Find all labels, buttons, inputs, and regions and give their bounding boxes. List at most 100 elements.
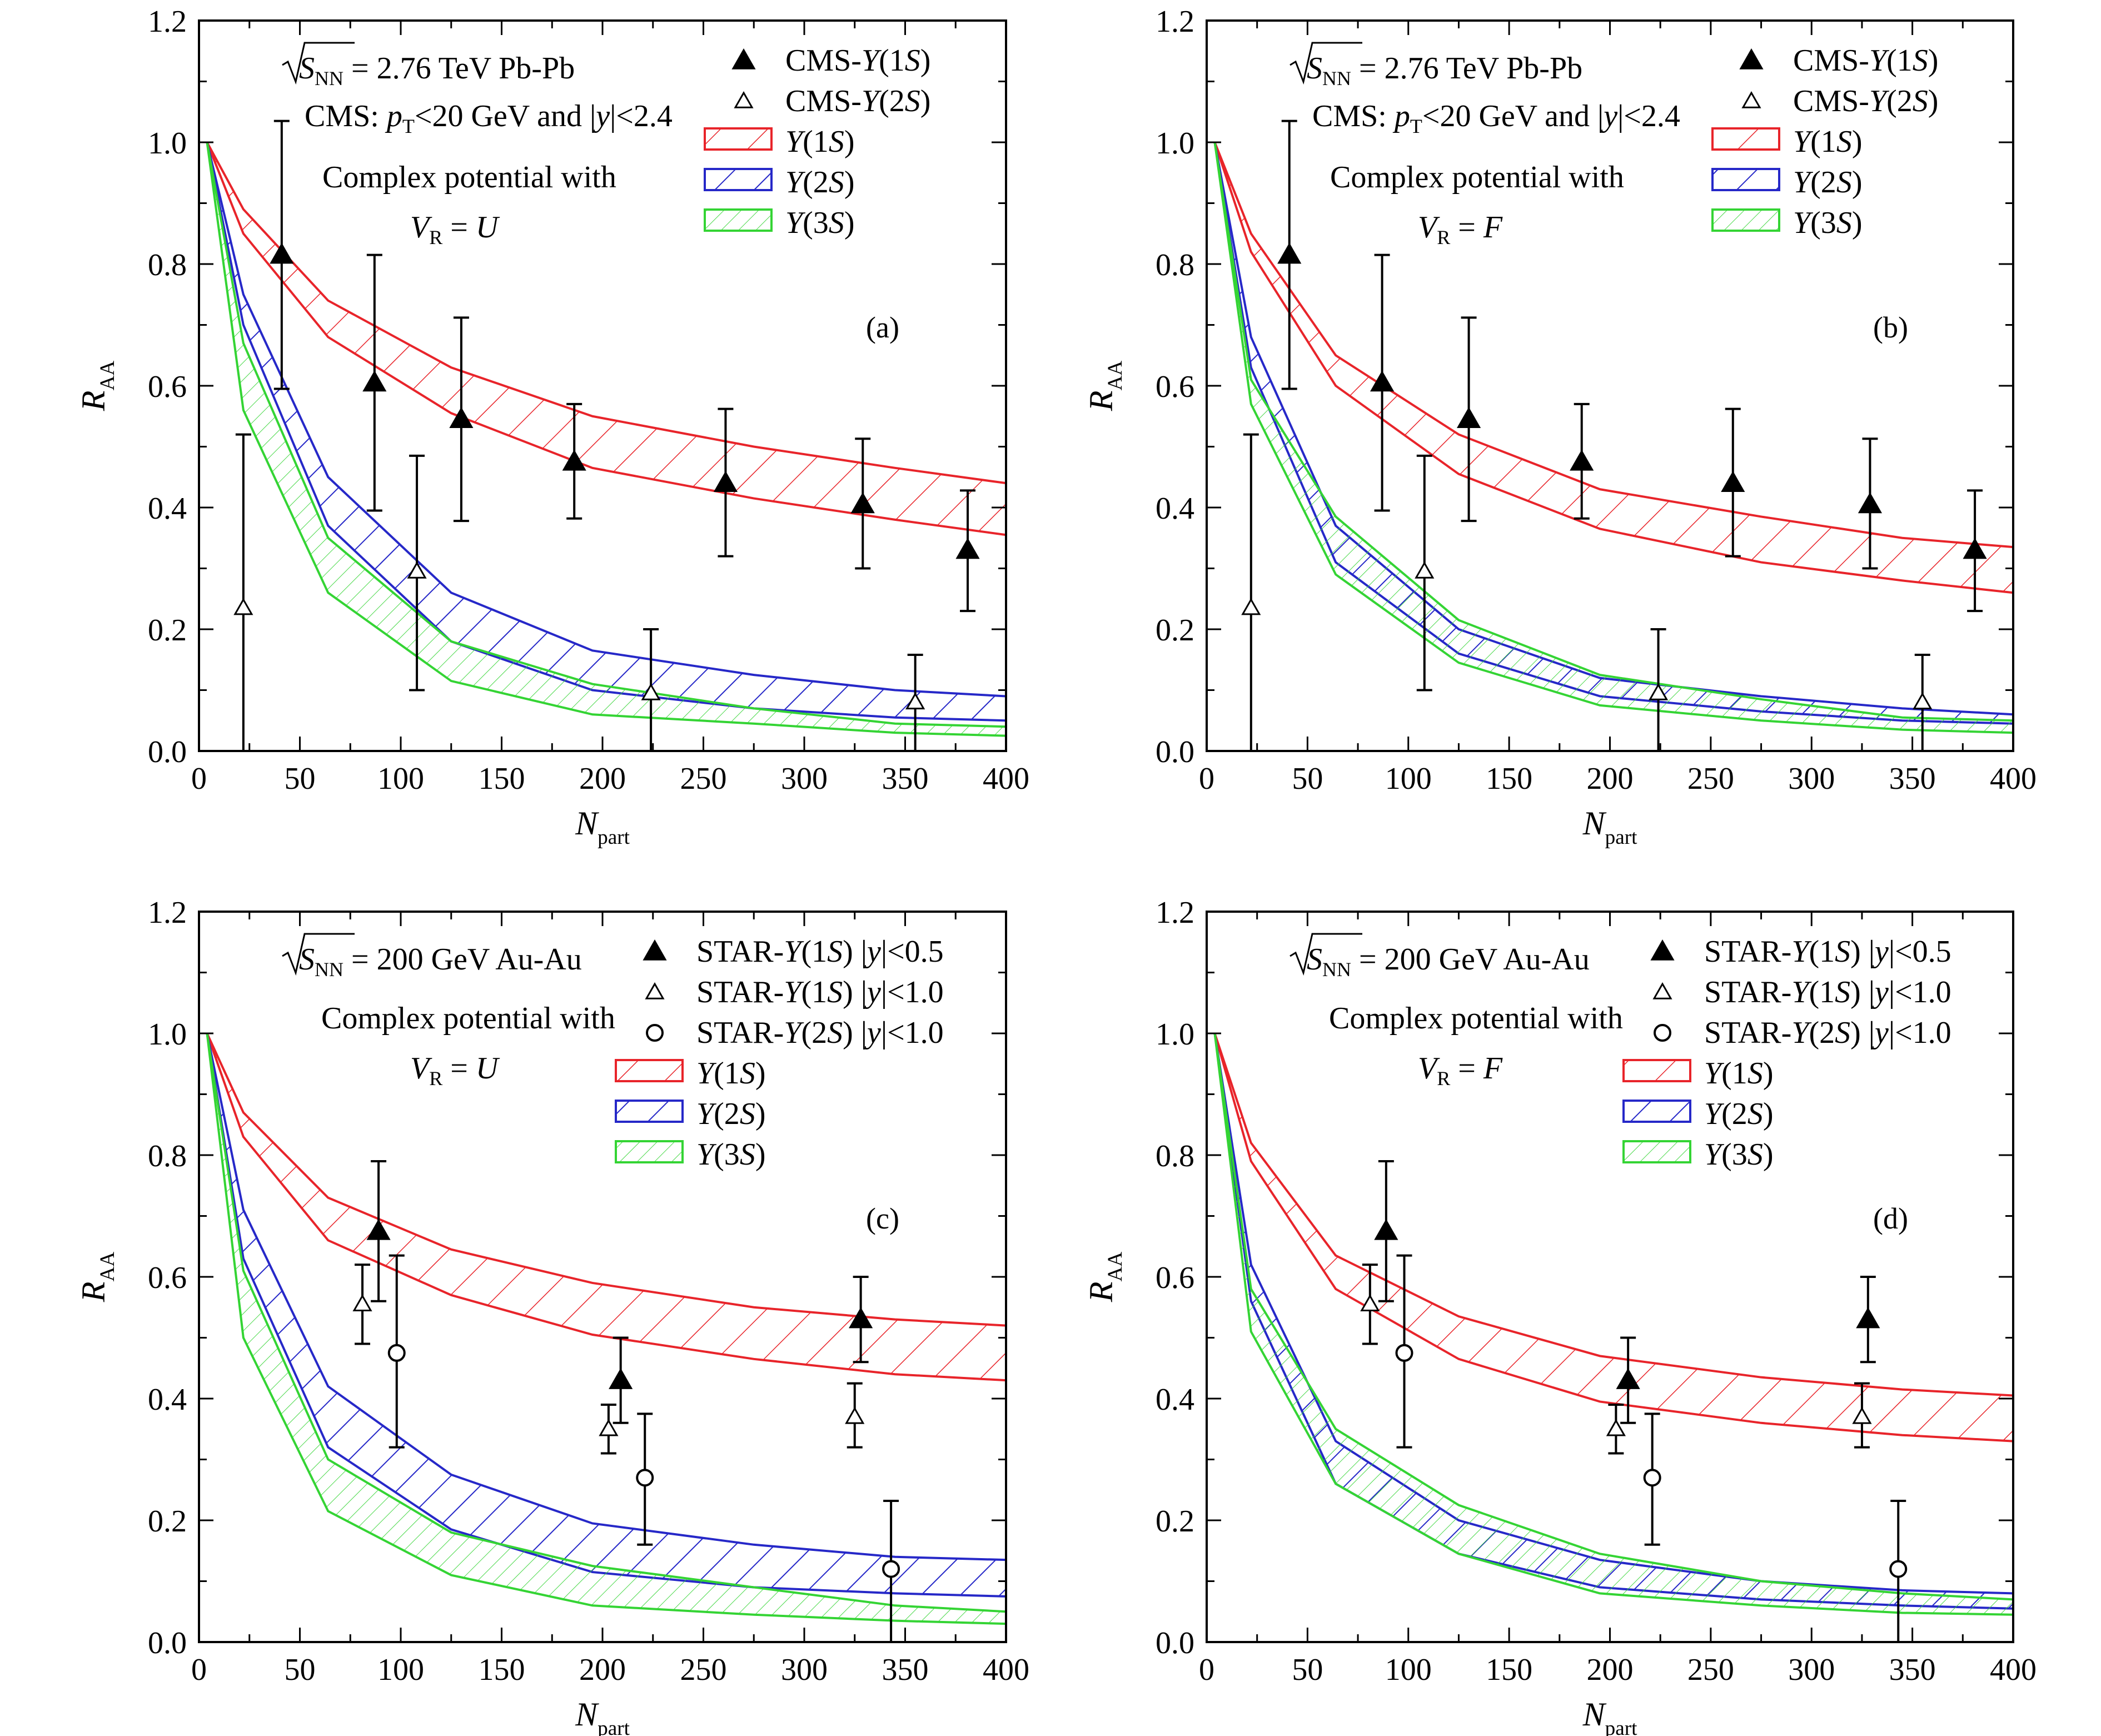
x-tick-label: 300 <box>1788 1653 1835 1687</box>
x-tick-label: 150 <box>479 762 525 796</box>
band-lower-Y(1S) <box>1213 142 2013 594</box>
data-point <box>1648 683 1669 700</box>
y-tick-label: 0.8 <box>1156 248 1194 282</box>
potential-annotation: Complex potential with <box>322 160 616 195</box>
theory-bands <box>206 1033 1006 1625</box>
legend-label: Y(1S) <box>696 1056 765 1091</box>
energy-text: SNN = 200 GeV Au-Au <box>299 942 582 981</box>
y-axis-label: RAA <box>1083 361 1127 412</box>
band-upper-Y(1S) <box>206 1033 1006 1327</box>
legend-label: Y(2S) <box>1704 1097 1773 1131</box>
x-tick-label: 400 <box>983 762 1029 796</box>
y-axis-label-group: RAA <box>75 361 119 412</box>
y-tick-label: 1.0 <box>1156 1017 1194 1052</box>
legend-swatch <box>1711 208 1780 232</box>
x-tick-label: 50 <box>1292 762 1323 796</box>
legend-label: CMS-Y(1S) <box>1793 43 1938 78</box>
potential-annotation: Complex potential with <box>1330 160 1624 195</box>
data-point <box>636 1469 654 1487</box>
legend-swatch <box>1622 1100 1691 1123</box>
data-points <box>352 1160 900 1642</box>
legend-label: Y(1S) <box>1793 125 1862 159</box>
legend-label: Y(3S) <box>785 206 854 240</box>
data-points <box>233 120 980 751</box>
y-tick-label: 0.6 <box>148 1261 187 1295</box>
legend-marker <box>731 48 756 69</box>
x-tick-label: 250 <box>680 1653 727 1687</box>
y-tick-label: 1.2 <box>1156 896 1194 930</box>
data-point <box>955 538 980 559</box>
data-point <box>562 449 586 471</box>
theory-bands <box>1213 142 2013 734</box>
x-tick-label: 50 <box>285 762 316 796</box>
x-tick-label: 100 <box>1385 762 1432 796</box>
band-fill-Y(3S) <box>1214 1033 2013 1615</box>
y-tick-label: 1.0 <box>148 1017 187 1052</box>
data-point <box>849 1307 873 1329</box>
legend-label: Y(3S) <box>1793 206 1862 240</box>
x-tick-label: 100 <box>377 1653 424 1687</box>
legend-label: STAR-Y(1S) |y|<0.5 <box>1704 934 1951 969</box>
y-axis-label-group: RAA <box>75 1252 119 1303</box>
y-tick-label: 0.2 <box>1156 1504 1194 1539</box>
legend-marker <box>1652 982 1672 999</box>
y-axis-label-group: RAA <box>1083 361 1127 412</box>
potential-annotation: Complex potential with <box>321 1001 615 1036</box>
band-lower-Y(1S) <box>206 1033 1006 1382</box>
legend-label: Y(1S) <box>1704 1056 1773 1091</box>
band-fill-Y(2S) <box>1214 142 2013 724</box>
data-point <box>1370 370 1395 392</box>
cut-annotation: CMS: pT<20 GeV and |y|<2.4 <box>1312 99 1680 137</box>
data-point <box>1360 1294 1380 1312</box>
y-tick-label: 0.2 <box>148 613 187 648</box>
data-point <box>1456 407 1481 428</box>
x-axis-label: Npart <box>1582 805 1638 849</box>
band-upper-Y(1S) <box>1213 1033 2013 1397</box>
x-tick-label: 250 <box>1687 1653 1734 1687</box>
band-lower-Y(2S) <box>1213 1033 2013 1610</box>
x-tick-label: 250 <box>1687 762 1734 796</box>
legend: STAR-Y(1S) |y|<0.5 STAR-Y(1S) |y|<1.0 STAR… <box>1622 934 1951 1172</box>
y-tick-label: 0.6 <box>1156 1261 1194 1295</box>
x-axis-label: Npart <box>575 1696 630 1736</box>
band-fill-Y(3S) <box>1214 142 2013 733</box>
data-point <box>1858 492 1883 514</box>
legend-swatch <box>615 1100 684 1123</box>
x-tick-label: 200 <box>579 1653 626 1687</box>
legend-marker <box>1741 91 1761 108</box>
y-tick-label: 0.2 <box>148 1504 187 1539</box>
x-tick-label: 350 <box>1889 762 1936 796</box>
ticks: 0 50 100 150 200 250 300 350 400 0.0 0.2 0.4 0.6 0.8 1… <box>1156 4 2037 796</box>
data-point <box>1889 1560 1908 1578</box>
ticks: 0 50 100 150 200 250 300 350 400 0.0 0.2 0.4 0.6 0.8 1… <box>1156 896 2037 1687</box>
y-tick-label: 0.6 <box>1156 370 1194 404</box>
y-axis-label-group: RAA <box>1083 1252 1127 1303</box>
x-tick-label: 0 <box>191 762 207 796</box>
legend-label: Y(3S) <box>1704 1137 1773 1172</box>
legend-label: Y(2S) <box>1793 165 1862 200</box>
data-point <box>352 1294 372 1312</box>
y-axis-label: RAA <box>75 1252 119 1303</box>
legend-label: Y(1S) <box>785 125 854 159</box>
band-fill-Y(2S) <box>1214 1033 2013 1609</box>
band-fill-Y(1S) <box>207 1033 1006 1381</box>
ticks: 0 50 100 150 200 250 300 350 400 0.0 0.2 0.4 0.6 0.8 1… <box>148 896 1029 1687</box>
y-tick-label: 1.2 <box>1156 4 1194 39</box>
legend-label: Y(2S) <box>785 165 854 200</box>
data-point <box>1241 598 1261 615</box>
energy-text: SNN = 200 GeV Au-Au <box>1307 942 1590 981</box>
legend-marker <box>734 91 754 108</box>
legend-swatch <box>1622 1059 1691 1082</box>
band-upper-Y(2S) <box>206 142 1006 698</box>
legend-label: CMS-Y(2S) <box>785 84 930 118</box>
band-upper-Y(2S) <box>1213 1033 2013 1595</box>
y-tick-label: 1.0 <box>1156 126 1194 161</box>
legend-marker <box>1650 939 1675 961</box>
legend-swatch <box>615 1059 684 1082</box>
x-tick-label: 100 <box>377 762 424 796</box>
energy-annotation: SNN = 200 GeV Au-Au <box>282 933 582 981</box>
x-tick-label: 0 <box>1199 1653 1214 1687</box>
data-point <box>233 598 253 615</box>
band-upper-Y(1S) <box>1213 142 2013 549</box>
data-point <box>1856 1307 1880 1329</box>
